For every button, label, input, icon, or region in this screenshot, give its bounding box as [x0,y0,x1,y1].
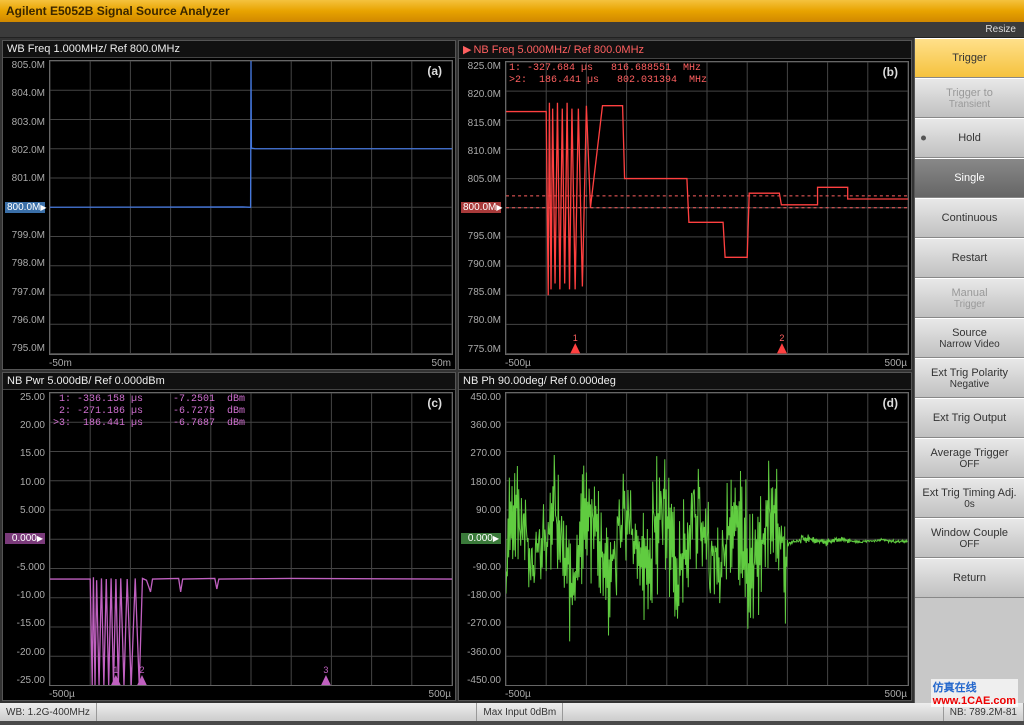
panel-c-xmin: -500µ [49,689,75,700]
svg-text:1: 1 [113,664,118,674]
panel-c[interactable]: NB Pwr 5.000dB/ Ref 0.000dBm 25.0020.001… [2,372,456,702]
panel-b-plot[interactable]: 12 [505,61,909,355]
panel-d-plot-wrap: 450.00360.00270.00180.0090.000.000-90.00… [459,390,911,701]
panel-c-markers: 1: -336.158 µs -7.2501 dBm 2: -271.186 µ… [53,394,245,430]
panel-d-corner: (d) [880,396,901,410]
softkey-7[interactable]: SourceNarrow Video [915,318,1024,358]
panel-d-xaxis: -500µ 500µ [503,689,909,700]
panel-a-yaxis: 805.0M804.0M803.0M802.0M801.0M800.0M799.… [3,58,47,369]
softkey-12[interactable]: Window CoupleOFF [915,518,1024,558]
status-spacer1 [97,703,478,721]
main-area: WB Freq 1.000MHz/ Ref 800.0MHz 805.0M804… [0,38,1024,703]
svg-text:3: 3 [323,664,328,674]
panel-b-plot-wrap: 825.0M820.0M815.0M810.0M805.0M800.0M795.… [459,59,911,369]
panel-c-corner: (c) [424,396,445,410]
panel-d-xmin: -500µ [505,689,531,700]
titlebar: Agilent E5052B Signal Source Analyzer [0,0,1024,22]
softkey-10[interactable]: Average TriggerOFF [915,438,1024,478]
panel-a-plot-wrap: 805.0M804.0M803.0M802.0M801.0M800.0M799.… [3,58,455,369]
panel-a-corner: (a) [424,64,445,78]
panel-c-xmax: 500µ [429,689,451,700]
panel-b-title: ▶NB Freq 5.000MHz/ Ref 800.0MHz [459,41,911,59]
panel-c-plot[interactable]: 1 2 3 [49,392,453,687]
statusbar: WB: 1.2G-400MHz Max Input 0dBm NB: 789.2… [0,703,1024,721]
softkey-13[interactable]: Return [915,558,1024,598]
panel-b-xmax: 500µ [885,358,907,369]
status-wb: WB: 1.2G-400MHz [0,703,97,721]
softkey-11[interactable]: Ext Trig Timing Adj.0s [915,478,1024,518]
softkey-4[interactable]: Continuous [915,198,1024,238]
softkey-9[interactable]: Ext Trig Output [915,398,1024,438]
panel-a-xmax: 50m [432,358,451,369]
panel-d-yaxis: 450.00360.00270.00180.0090.000.000-90.00… [459,390,503,701]
panel-d[interactable]: NB Ph 90.00deg/ Ref 0.000deg 450.00360.0… [458,372,912,702]
svg-text:1: 1 [573,333,578,343]
softkey-3[interactable]: Single [915,158,1024,198]
panel-c-plot-wrap: 25.0020.0015.0010.005.0000.000-5.000-10.… [3,390,455,701]
softkey-6: ManualTrigger [915,278,1024,318]
panel-b-markers: 1: -327.684 µs 816.688551 MHz >2: 186.44… [509,63,707,87]
watermark-url: www.1CAE.com [933,695,1016,707]
panel-b-corner: (b) [880,65,901,79]
softkey-1: Trigger toTransient [915,78,1024,118]
panel-b-xmin: -500µ [505,358,531,369]
panel-d-xmax: 500µ [885,689,907,700]
resize-row[interactable]: Resize [0,22,1024,38]
panel-b-xaxis: -500µ 500µ [503,358,909,369]
status-spacer2 [563,703,944,721]
panel-a-xaxis: -50m 50m [47,358,453,369]
watermark-cn: 仿真在线 [933,682,977,694]
panel-a-xmin: -50m [49,358,72,369]
panel-a-title: WB Freq 1.000MHz/ Ref 800.0MHz [3,41,455,58]
svg-text:2: 2 [779,333,784,343]
window-title: Agilent E5052B Signal Source Analyzer [6,4,230,18]
panel-b-yaxis: 825.0M820.0M815.0M810.0M805.0M800.0M795.… [459,59,503,369]
panel-d-title: NB Ph 90.00deg/ Ref 0.000deg [459,373,911,390]
status-maxinput: Max Input 0dBm [477,703,563,721]
panel-c-title: NB Pwr 5.000dB/ Ref 0.000dBm [3,373,455,390]
panel-a[interactable]: WB Freq 1.000MHz/ Ref 800.0MHz 805.0M804… [2,40,456,370]
watermark: 仿真在线 www.1CAE.com [931,679,1018,707]
panel-d-plot[interactable] [505,392,909,687]
softkey-panel: TriggerTrigger toTransientHoldSingleCont… [914,38,1024,703]
panel-c-yaxis: 25.0020.0015.0010.005.0000.000-5.000-10.… [3,390,47,701]
softkey-5[interactable]: Restart [915,238,1024,278]
softkey-8[interactable]: Ext Trig PolarityNegative [915,358,1024,398]
resize-label[interactable]: Resize [985,24,1016,35]
panel-b[interactable]: ▶NB Freq 5.000MHz/ Ref 800.0MHz 825.0M82… [458,40,912,370]
svg-text:2: 2 [139,664,144,674]
panel-a-plot[interactable] [49,60,453,355]
softkey-0[interactable]: Trigger [915,38,1024,78]
charts-grid: WB Freq 1.000MHz/ Ref 800.0MHz 805.0M804… [0,38,914,703]
panel-c-xaxis: -500µ 500µ [47,689,453,700]
softkey-2[interactable]: Hold [915,118,1024,158]
